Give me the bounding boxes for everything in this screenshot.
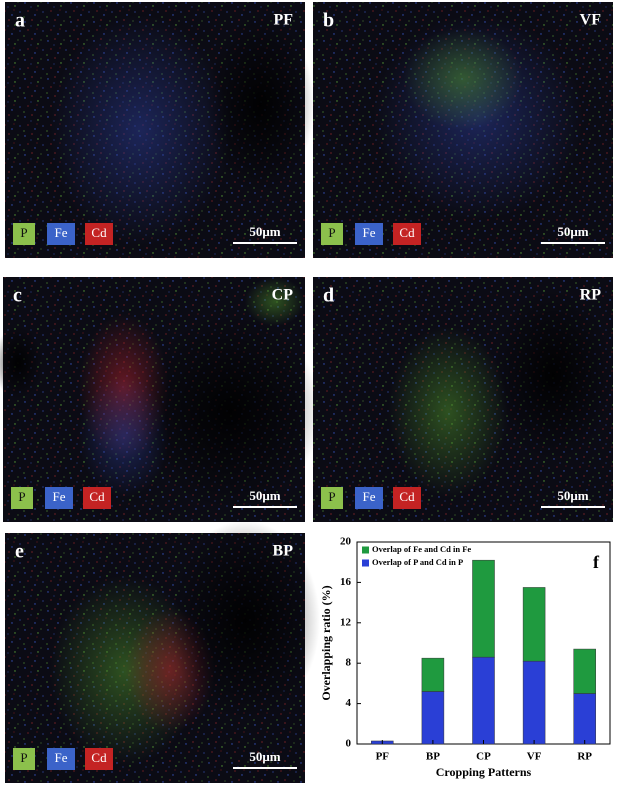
micrograph-region [138,313,321,510]
micrograph-panel: e BP P Fe Cd 50μm [5,520,320,783]
element-legend-label: P [328,489,335,504]
micrograph-region [170,520,320,721]
y-tick-label: 4 [346,697,352,709]
legend-swatch [362,546,369,554]
element-legend-label: Fe [363,489,376,504]
legend-label: Overlap of P and Cd in P [372,557,463,567]
element-legend-label: Fe [55,225,68,240]
micrograph-region [50,14,230,246]
y-axis-label: Overlapping ratio (%) [319,585,333,700]
panel-letter: d [323,285,334,307]
scale-bar-label: 50μm [249,224,280,239]
sample-label: VF [580,12,602,29]
element-legend-box [85,748,113,770]
micrograph-panel: c CP P Fe Cd 50μm [0,277,321,522]
sample-label: RP [580,287,602,304]
element-legend-box [355,223,383,245]
element-legend-label: Fe [363,225,376,240]
micrograph-panel: d RP P Fe Cd 50μm [313,277,613,522]
micrograph-region [206,14,314,194]
scale-bar-label: 50μm [249,488,280,503]
element-legend-box [11,487,33,509]
bar-segment [573,693,596,745]
element-legend-label: Cd [399,489,415,504]
element-legend-label: Fe [53,489,66,504]
sample-label: PF [273,12,293,29]
element-legend-label: P [20,225,27,240]
bar-segment [472,559,495,658]
y-tick-label: 0 [346,738,352,750]
y-tick-label: 20 [340,536,352,548]
panel-letter: e [15,541,24,563]
panel-letter: a [15,10,25,32]
element-legend-box [321,223,343,245]
element-legend-label: P [20,750,27,765]
element-legend-label: Cd [399,225,415,240]
bar-segment [573,648,596,694]
element-legend-label: Cd [91,225,107,240]
x-tick-label: CP [476,751,491,763]
element-legend-label: Cd [89,489,105,504]
element-legend-box [83,487,111,509]
element-legend-box [355,487,383,509]
micrograph-region [403,27,523,130]
bar-segment [421,657,445,692]
element-legend-label: Fe [55,750,68,765]
element-legend-box [13,223,35,245]
micrograph-region [244,277,305,326]
x-tick-label: VF [527,751,542,763]
element-legend-box [45,487,73,509]
scale-bar-label: 50μm [557,488,588,503]
element-legend-box [85,223,113,245]
element-legend-box [13,748,35,770]
element-legend-label: P [18,489,25,504]
panel-letter: b [323,10,334,32]
element-legend-box [393,223,421,245]
element-legend-box [47,748,75,770]
y-tick-label: 8 [346,657,352,669]
sample-label: BP [273,543,294,560]
y-tick-label: 16 [340,576,352,588]
panel-letter: c [13,285,22,307]
element-legend-label: Cd [91,750,107,765]
x-axis-label: Cropping Patterns [436,765,532,779]
micrograph-panel: a PF P Fe Cd 50μm [5,2,314,258]
legend-label: Overlap of Fe and Cd in Fe [372,544,471,554]
x-tick-label: RP [577,751,592,763]
element-legend-box [393,487,421,509]
x-tick-label: BP [426,751,440,763]
legend-swatch [362,559,369,567]
micrograph-region [493,289,613,461]
x-tick-label: PF [376,751,390,763]
sample-label: CP [272,287,294,304]
scale-bar-label: 50μm [249,749,280,764]
bar-segment [421,691,445,745]
micrograph-region [388,326,508,498]
y-tick-label: 12 [340,616,352,628]
bar-segment [472,656,495,745]
panel-letter: f [593,552,600,572]
element-legend-box [47,223,75,245]
bar-segment [522,587,546,662]
micrograph-panel: b VF P Fe Cd 50μm [313,2,613,258]
element-legend-label: P [328,225,335,240]
micrograph-region [0,326,43,400]
scale-bar-label: 50μm [557,224,588,239]
bar-segment [522,660,546,745]
element-legend-box [321,487,343,509]
